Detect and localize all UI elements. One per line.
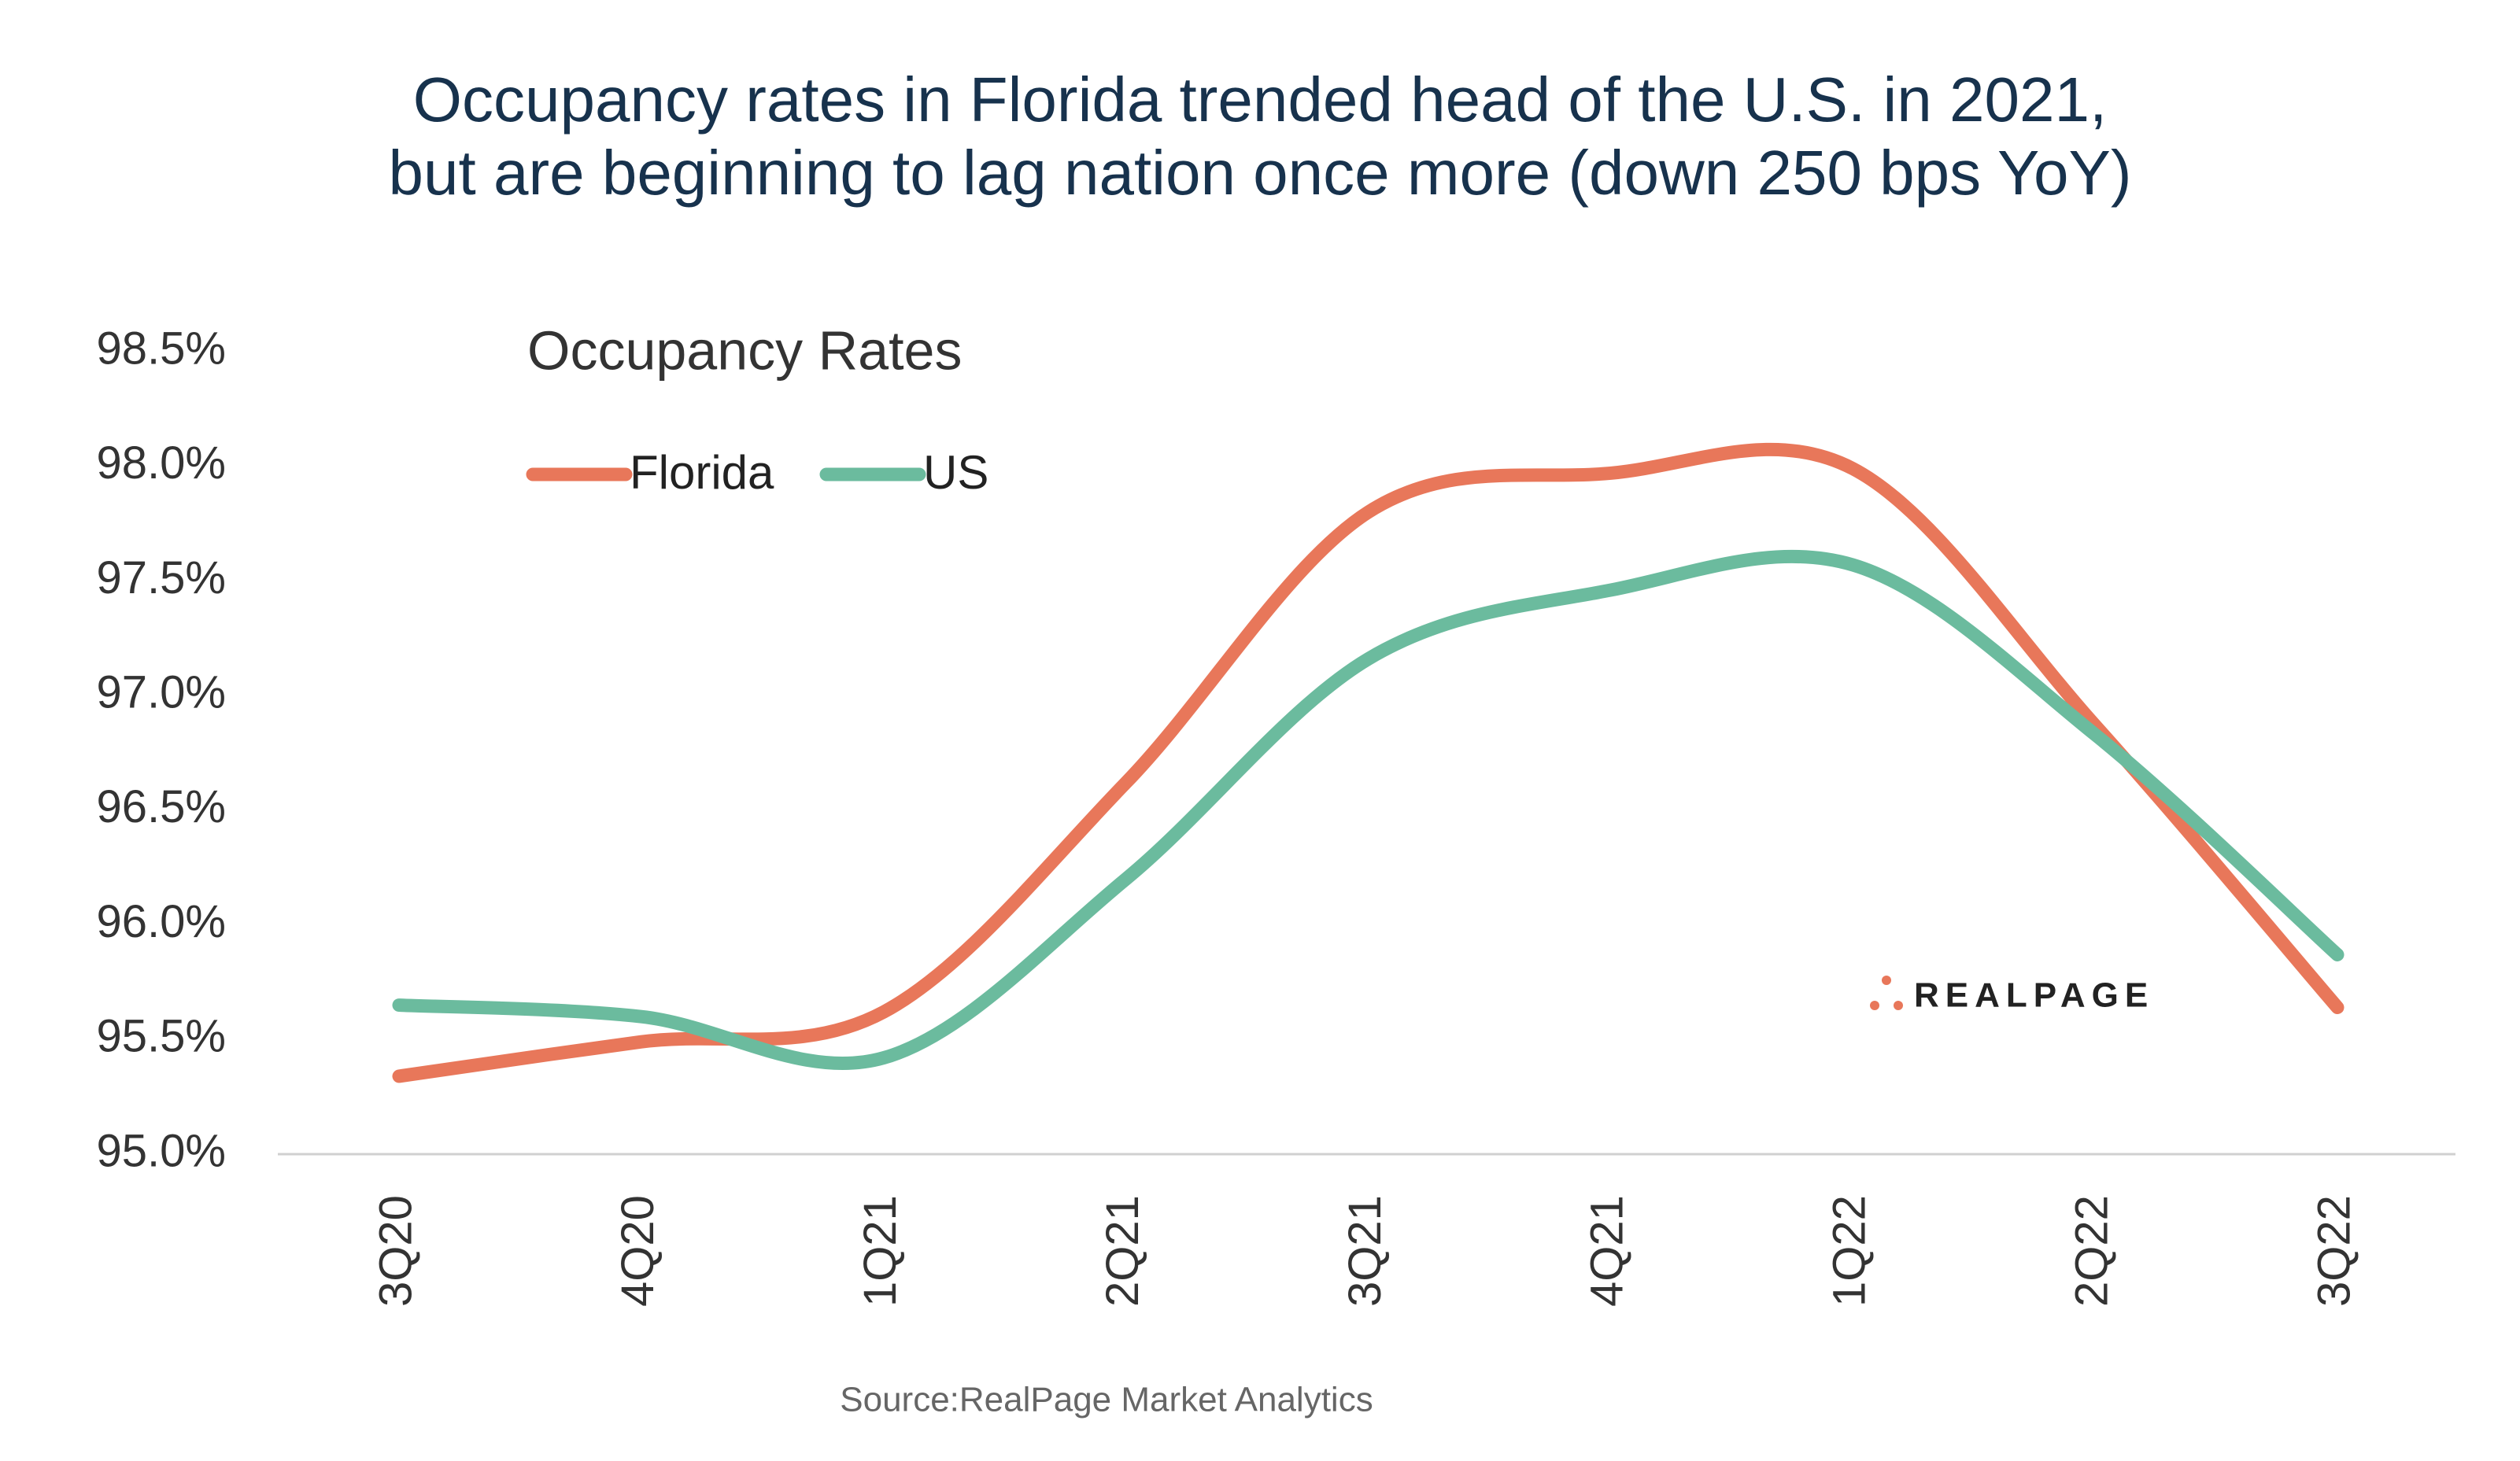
x-tick-label: 3Q21 [1339,1195,1391,1307]
logo-dot [1882,976,1891,985]
y-tick-label: 98.0% [97,437,226,489]
y-tick-label: 95.5% [97,1011,226,1062]
logo-dot [1894,1001,1903,1010]
x-tick-label: 2Q21 [1097,1195,1148,1307]
logo-dot [1870,1001,1879,1010]
x-tick-label: 2Q22 [2066,1195,2117,1307]
y-tick-label: 96.5% [97,781,226,832]
x-tick-label: 3Q22 [2308,1195,2359,1307]
legend-title: Occupancy Rates [527,319,962,381]
chart-title: but are beginning to lag nation once mor… [389,138,2132,208]
x-tick-label: 1Q22 [1824,1195,1875,1307]
logo: REALPAGE [1870,976,2154,1015]
x-tick-label: 1Q21 [855,1195,906,1307]
series-line [392,549,2344,1071]
y-tick-label: 98.5% [97,323,226,374]
x-tick-label: 3Q20 [370,1195,421,1307]
legend-label: Florida [630,446,774,499]
legend-label: US [923,446,988,499]
source: Source:RealPage Market Analytics [840,1381,1373,1419]
x-tick-label: 4Q20 [612,1195,663,1307]
y-tick-label: 97.5% [97,552,226,603]
y-tick-label: 96.0% [97,896,226,947]
y-tick-label: 97.0% [97,666,226,718]
chart-title: Occupancy rates in Florida trended head … [413,65,2107,135]
x-tick-label: 4Q21 [1582,1195,1633,1307]
logo-text: REALPAGE [1914,976,2154,1015]
y-tick-label: 95.0% [97,1125,226,1176]
